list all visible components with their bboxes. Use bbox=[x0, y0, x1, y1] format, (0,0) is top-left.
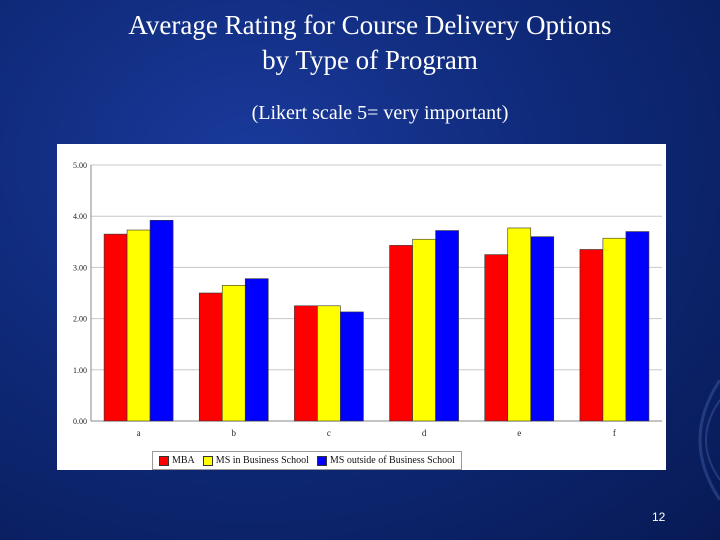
slide-title-line1: Average Rating for Course Delivery Optio… bbox=[128, 10, 612, 40]
bar-a-series-3 bbox=[149, 219, 174, 422]
bar-chart: 0.00 1.00 2.00 3.00 4.00 5.00 a b c d e f bbox=[73, 161, 662, 438]
x-category-label: b bbox=[232, 428, 237, 438]
legend-swatch bbox=[316, 455, 327, 466]
y-tick-label: 4.00 bbox=[73, 212, 87, 221]
x-category-label: c bbox=[327, 428, 331, 438]
slide-title: Average Rating for Course Delivery Optio… bbox=[40, 8, 700, 78]
chart-legend: MBA MS in Business School MS outside of Bu… bbox=[152, 451, 462, 470]
bar-b-series-1 bbox=[198, 292, 223, 422]
slide-title-line2: by Type of Program bbox=[262, 45, 478, 75]
x-category-label: a bbox=[137, 428, 141, 438]
bar-e-series-3 bbox=[530, 236, 555, 422]
bar-e-series-2 bbox=[507, 227, 532, 422]
bar-c-series-3 bbox=[340, 311, 364, 422]
chart-panel: 0.00 1.00 2.00 3.00 4.00 5.00 a b c d e f MBA MS in … bbox=[57, 144, 666, 470]
bar-f-series-3 bbox=[625, 231, 650, 422]
x-category-label: d bbox=[422, 428, 427, 438]
y-tick-label: 0.00 bbox=[73, 417, 87, 426]
y-tick-label: 2.00 bbox=[73, 315, 87, 324]
legend-item: MBA bbox=[159, 455, 195, 466]
x-category-label: e bbox=[517, 428, 521, 438]
legend-swatch bbox=[159, 455, 169, 466]
bar-a-series-1 bbox=[103, 233, 128, 422]
y-tick-label: 1.00 bbox=[73, 366, 87, 375]
slide-subtitle: (Likert scale 5= very important) bbox=[251, 102, 509, 124]
x-category-label: f bbox=[613, 428, 616, 438]
legend-item: MS outside of Business School bbox=[316, 455, 455, 466]
bar-c-series-1 bbox=[294, 305, 318, 422]
y-tick-label: 5.00 bbox=[73, 161, 87, 170]
bar-f-series-2 bbox=[602, 237, 627, 422]
legend-label: MS in Business School bbox=[215, 455, 309, 466]
decorative-swoosh bbox=[698, 380, 720, 500]
bar-b-series-3 bbox=[244, 278, 269, 422]
page-number: 12 bbox=[652, 510, 666, 524]
legend-swatch bbox=[202, 455, 213, 466]
y-tick-label: 3.00 bbox=[73, 263, 87, 272]
bar-b-series-2 bbox=[221, 285, 246, 422]
bar-e-series-1 bbox=[484, 254, 509, 422]
legend-item: MS in Business School bbox=[202, 455, 309, 466]
bar-d-series-2 bbox=[412, 238, 436, 422]
legend-label: MS outside of Business School bbox=[329, 455, 455, 466]
bar-d-series-3 bbox=[435, 230, 459, 422]
legend-label: MBA bbox=[172, 455, 195, 466]
bar-c-series-2 bbox=[317, 305, 341, 422]
bar-a-series-2 bbox=[126, 229, 151, 422]
bar-f-series-1 bbox=[579, 249, 604, 422]
bar-d-series-1 bbox=[389, 245, 413, 422]
